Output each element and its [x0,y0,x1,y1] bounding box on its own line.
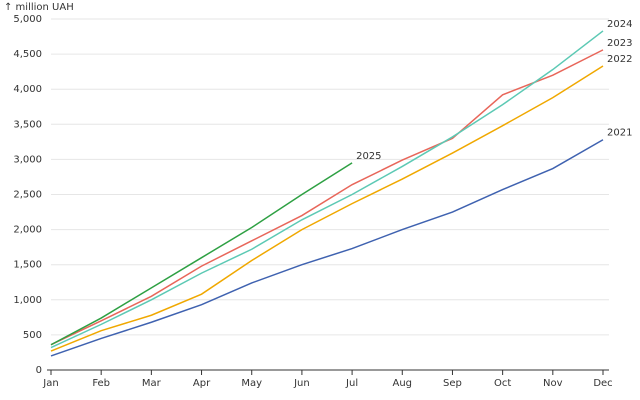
y-tick-label: 2,500 [13,190,42,201]
y-axis-label: ↑ million UAH [4,2,74,13]
x-tick-label: Jan [42,378,58,389]
line [50,65,604,352]
y-tick-label: 3,500 [13,119,42,130]
y-tick-label: 1,000 [13,295,42,306]
x-tick-label: Nov [543,378,563,389]
x-tick-label: Apr [193,378,211,389]
y-tick-label: 500 [23,330,42,341]
y-tick-label: 1,500 [13,260,42,271]
line [50,139,604,357]
y-tick-label: 2,000 [13,225,42,236]
x-tick-label: Dec [593,378,612,389]
x-tick-label: Sep [443,378,462,389]
series-label: 2025 [356,151,381,162]
series-label: 2021 [607,128,632,139]
x-tick-label: Jun [293,378,310,389]
series-label: 2022 [607,54,632,65]
x-tick-label: Aug [393,378,413,389]
y-tick-label: 5,000 [13,14,42,25]
y-tick-label: 4,500 [13,49,42,60]
y-tick-label: 3,000 [13,154,42,165]
x-tick-label: Mar [142,378,162,389]
line [50,162,353,346]
line [50,30,604,349]
y-tick-label: 0 [36,365,42,376]
line [50,49,604,346]
x-tick-label: Feb [92,378,110,389]
x-tick-label: Jul [345,378,358,389]
series-label: 2024 [607,19,632,30]
x-tick-label: Oct [494,378,511,389]
series-label: 2023 [607,38,632,49]
x-tick-label: May [241,378,262,389]
y-tick-label: 4,000 [13,84,42,95]
